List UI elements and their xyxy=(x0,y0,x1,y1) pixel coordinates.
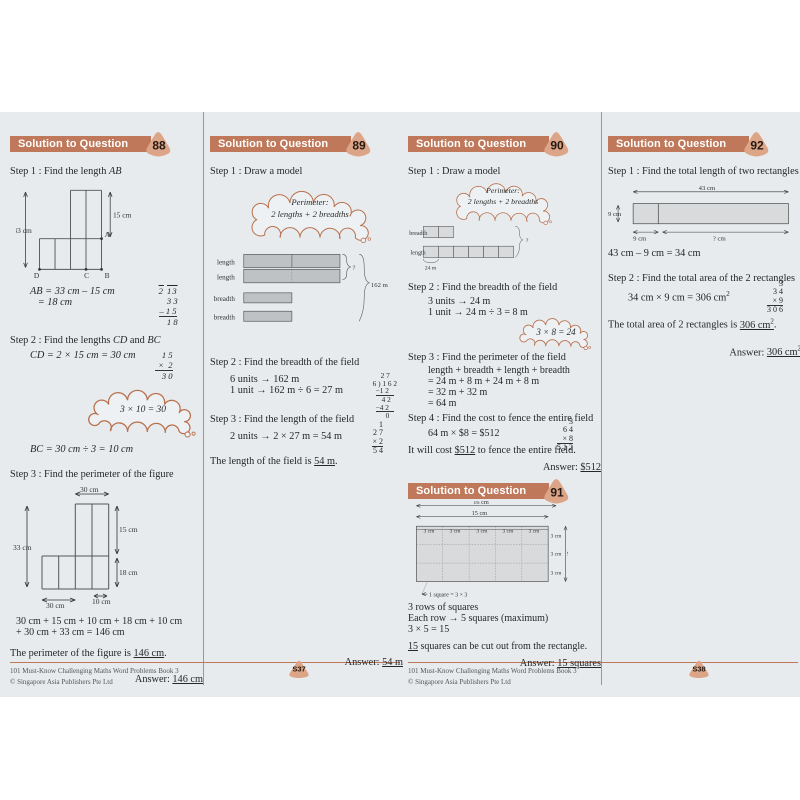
svg-text:? cm: ? cm xyxy=(713,236,727,243)
svg-text:3 cm: 3 cm xyxy=(551,551,563,557)
svg-text:9 cm: 9 cm xyxy=(608,211,622,218)
svg-text:A: A xyxy=(105,230,111,239)
svg-text:3 cm: 3 cm xyxy=(551,533,563,539)
svg-text:15 cm: 15 cm xyxy=(113,210,132,219)
svg-text:breadth: breadth xyxy=(214,314,236,322)
svg-text:9 cm: 9 cm xyxy=(633,236,647,243)
svg-text:length: length xyxy=(411,251,426,257)
svg-text:?: ? xyxy=(526,238,529,244)
svg-text:D: D xyxy=(34,271,40,280)
svg-text:9 cm: 9 cm xyxy=(567,550,568,557)
svg-text:10 cm: 10 cm xyxy=(92,597,111,606)
svg-text:?: ? xyxy=(353,264,356,271)
svg-text:15 cm: 15 cm xyxy=(119,525,138,534)
svg-text:162 m: 162 m xyxy=(371,282,389,289)
svg-text:24 m: 24 m xyxy=(425,266,437,272)
svg-text:15 cm: 15 cm xyxy=(472,510,488,517)
svg-text:B: B xyxy=(105,271,110,280)
svg-text:33 cm: 33 cm xyxy=(16,226,32,235)
svg-text:18 cm: 18 cm xyxy=(119,568,138,577)
svg-text:length: length xyxy=(217,273,235,281)
svg-text:C: C xyxy=(84,271,89,280)
svg-text:3 cm: 3 cm xyxy=(551,570,563,576)
svg-text:30 cm: 30 cm xyxy=(80,485,99,494)
svg-text:breadth: breadth xyxy=(409,231,427,237)
svg-text:30 cm: 30 cm xyxy=(46,601,65,610)
svg-text:length: length xyxy=(217,258,235,266)
svg-text:16 cm: 16 cm xyxy=(473,501,489,506)
svg-text:1 square = 3 × 3: 1 square = 3 × 3 xyxy=(429,592,467,598)
svg-text:breadth: breadth xyxy=(214,295,236,303)
svg-text:43 cm: 43 cm xyxy=(699,185,716,192)
svg-text:33 cm: 33 cm xyxy=(13,543,32,552)
